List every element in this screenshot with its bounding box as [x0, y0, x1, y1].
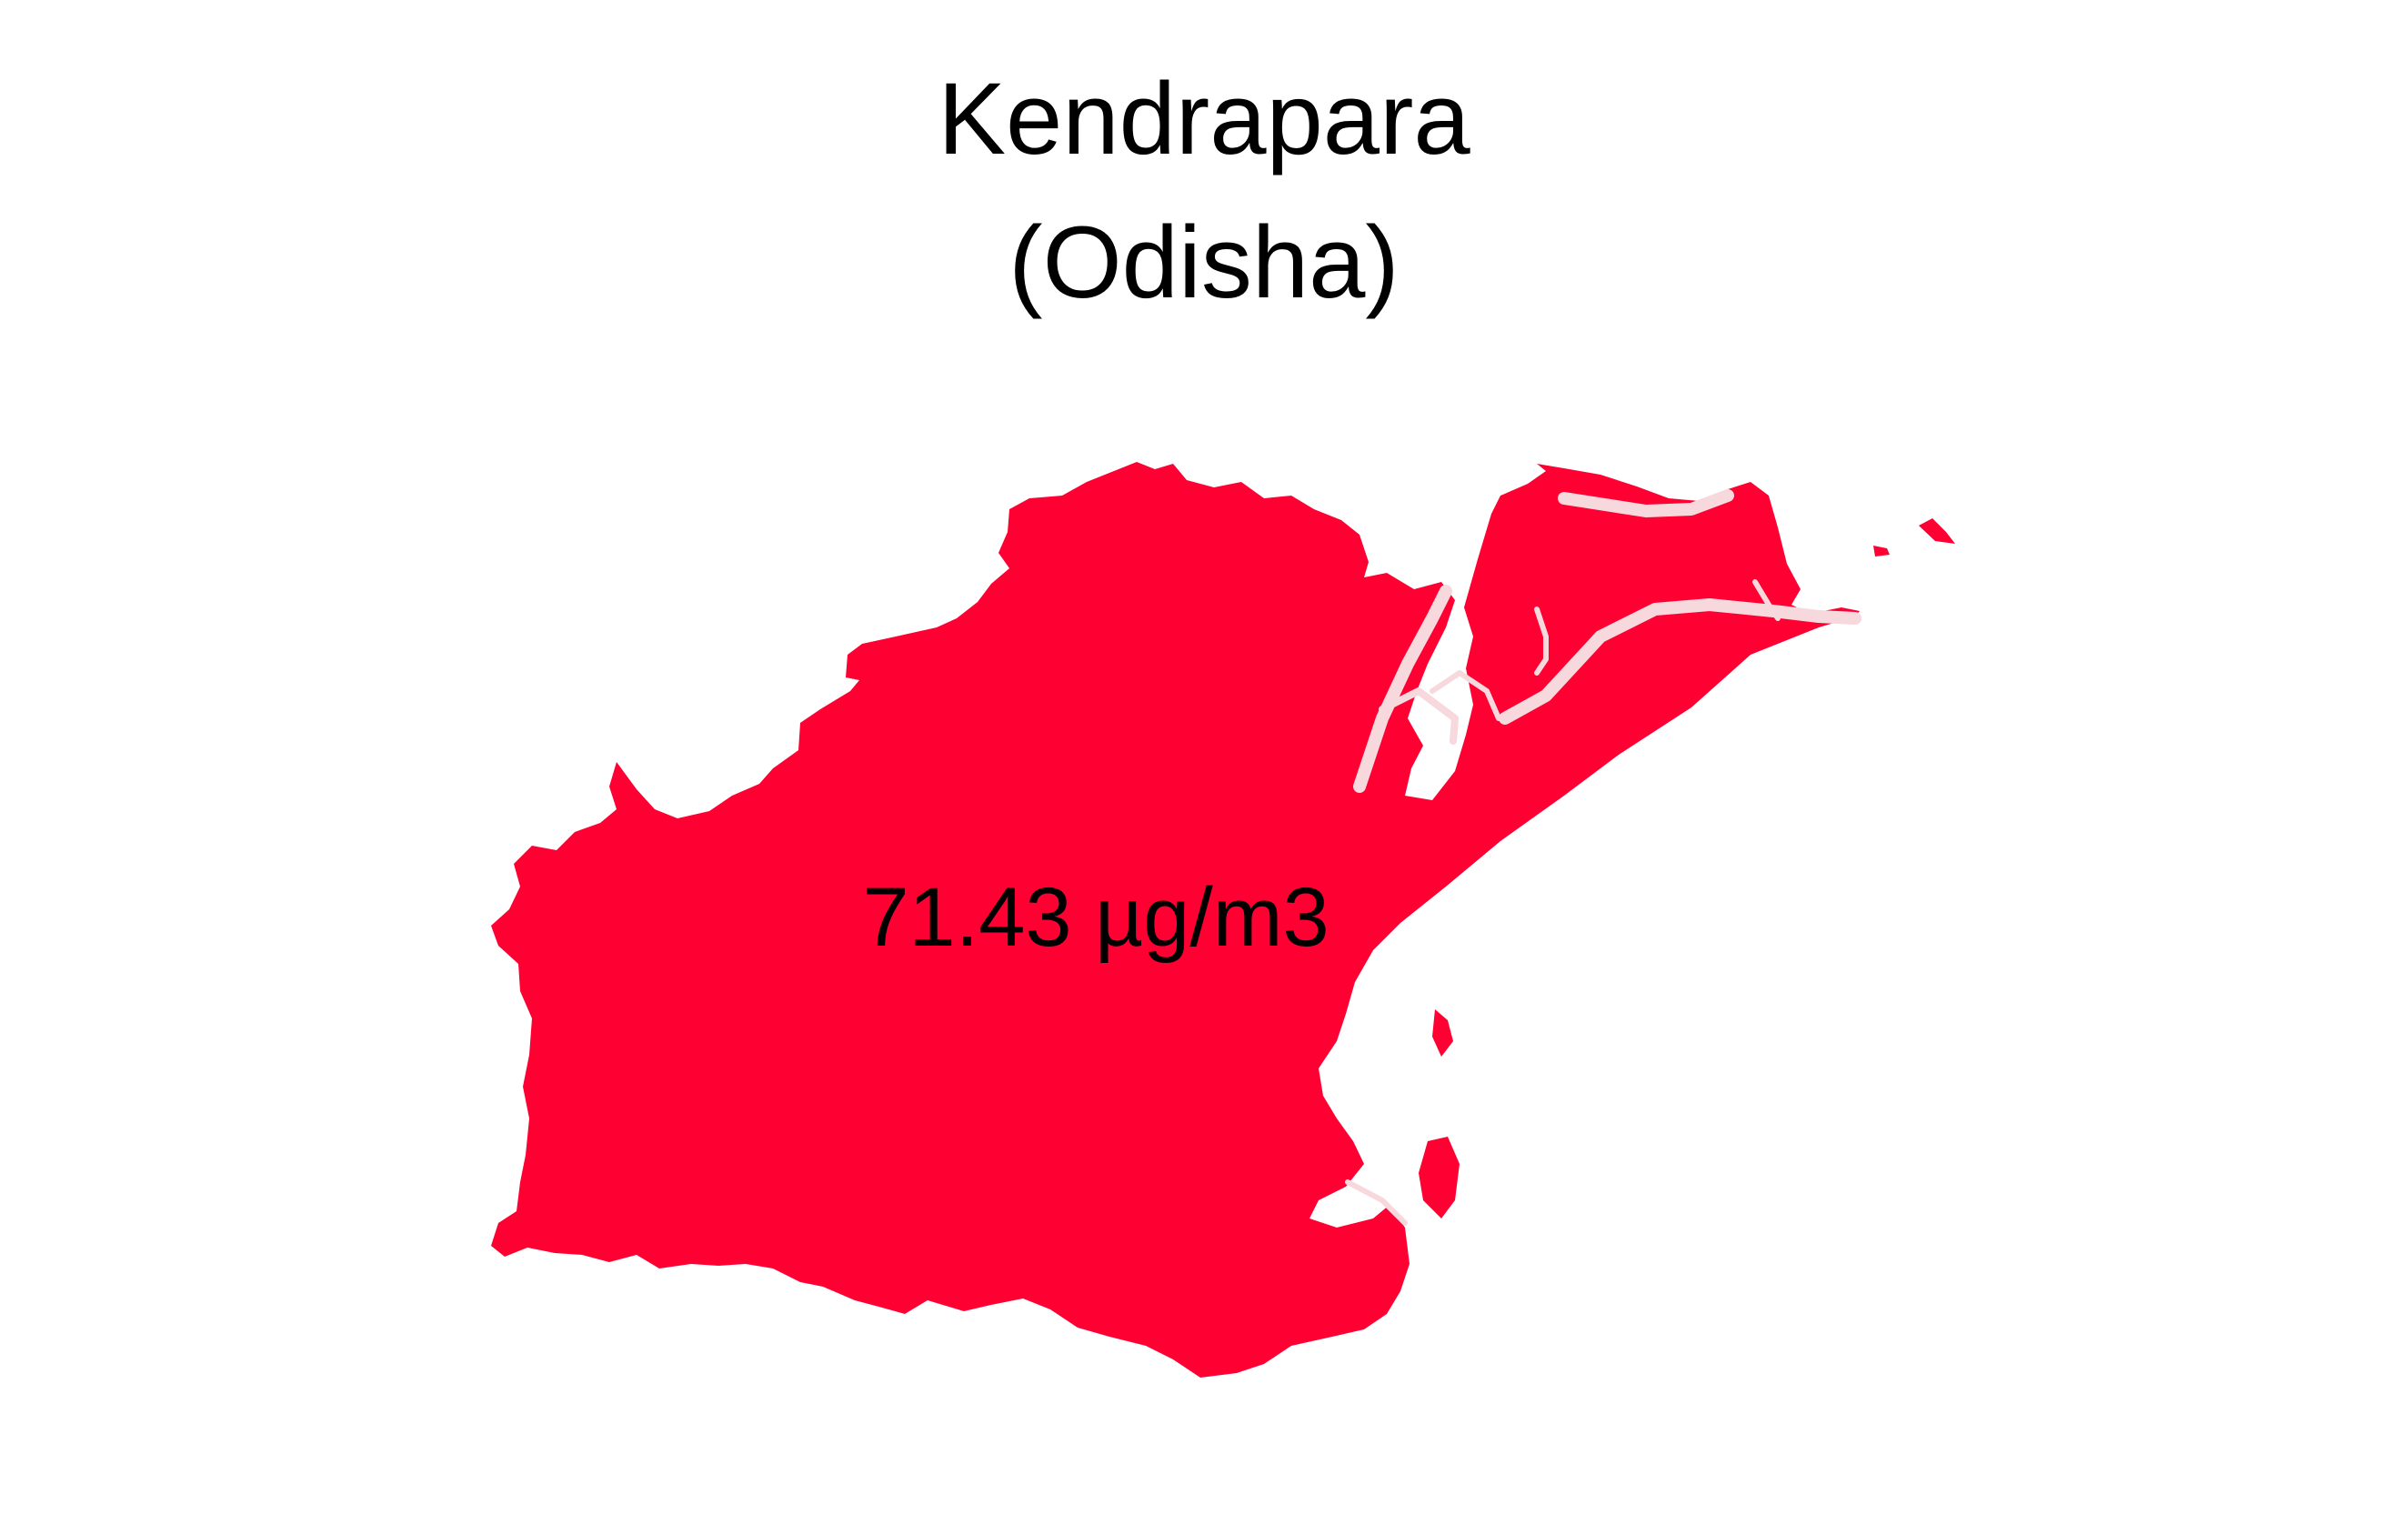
- river-channel: [1430, 670, 1501, 721]
- island-fragment: [1419, 1137, 1460, 1218]
- river-channel: [1499, 598, 1861, 725]
- title-district: Kendrapara: [938, 62, 1470, 175]
- river-channel: [1353, 585, 1452, 793]
- island-fragment: [1873, 546, 1890, 556]
- river-channel: [1752, 579, 1781, 621]
- river-channel: [1345, 1179, 1408, 1226]
- district-shape: [491, 462, 1860, 1378]
- river-channel: [1379, 687, 1459, 745]
- river-channels: [1345, 489, 1861, 1226]
- island-fragment: [1432, 1009, 1453, 1057]
- river-channel: [1558, 489, 1734, 517]
- district-value-label: 71.43 µg/m3: [862, 871, 1329, 964]
- island-fragment: [1919, 518, 1955, 544]
- river-channel: [1534, 607, 1549, 676]
- map-title: Kendrapara (Odisha): [0, 47, 2408, 335]
- title-state: (Odisha): [1008, 206, 1400, 319]
